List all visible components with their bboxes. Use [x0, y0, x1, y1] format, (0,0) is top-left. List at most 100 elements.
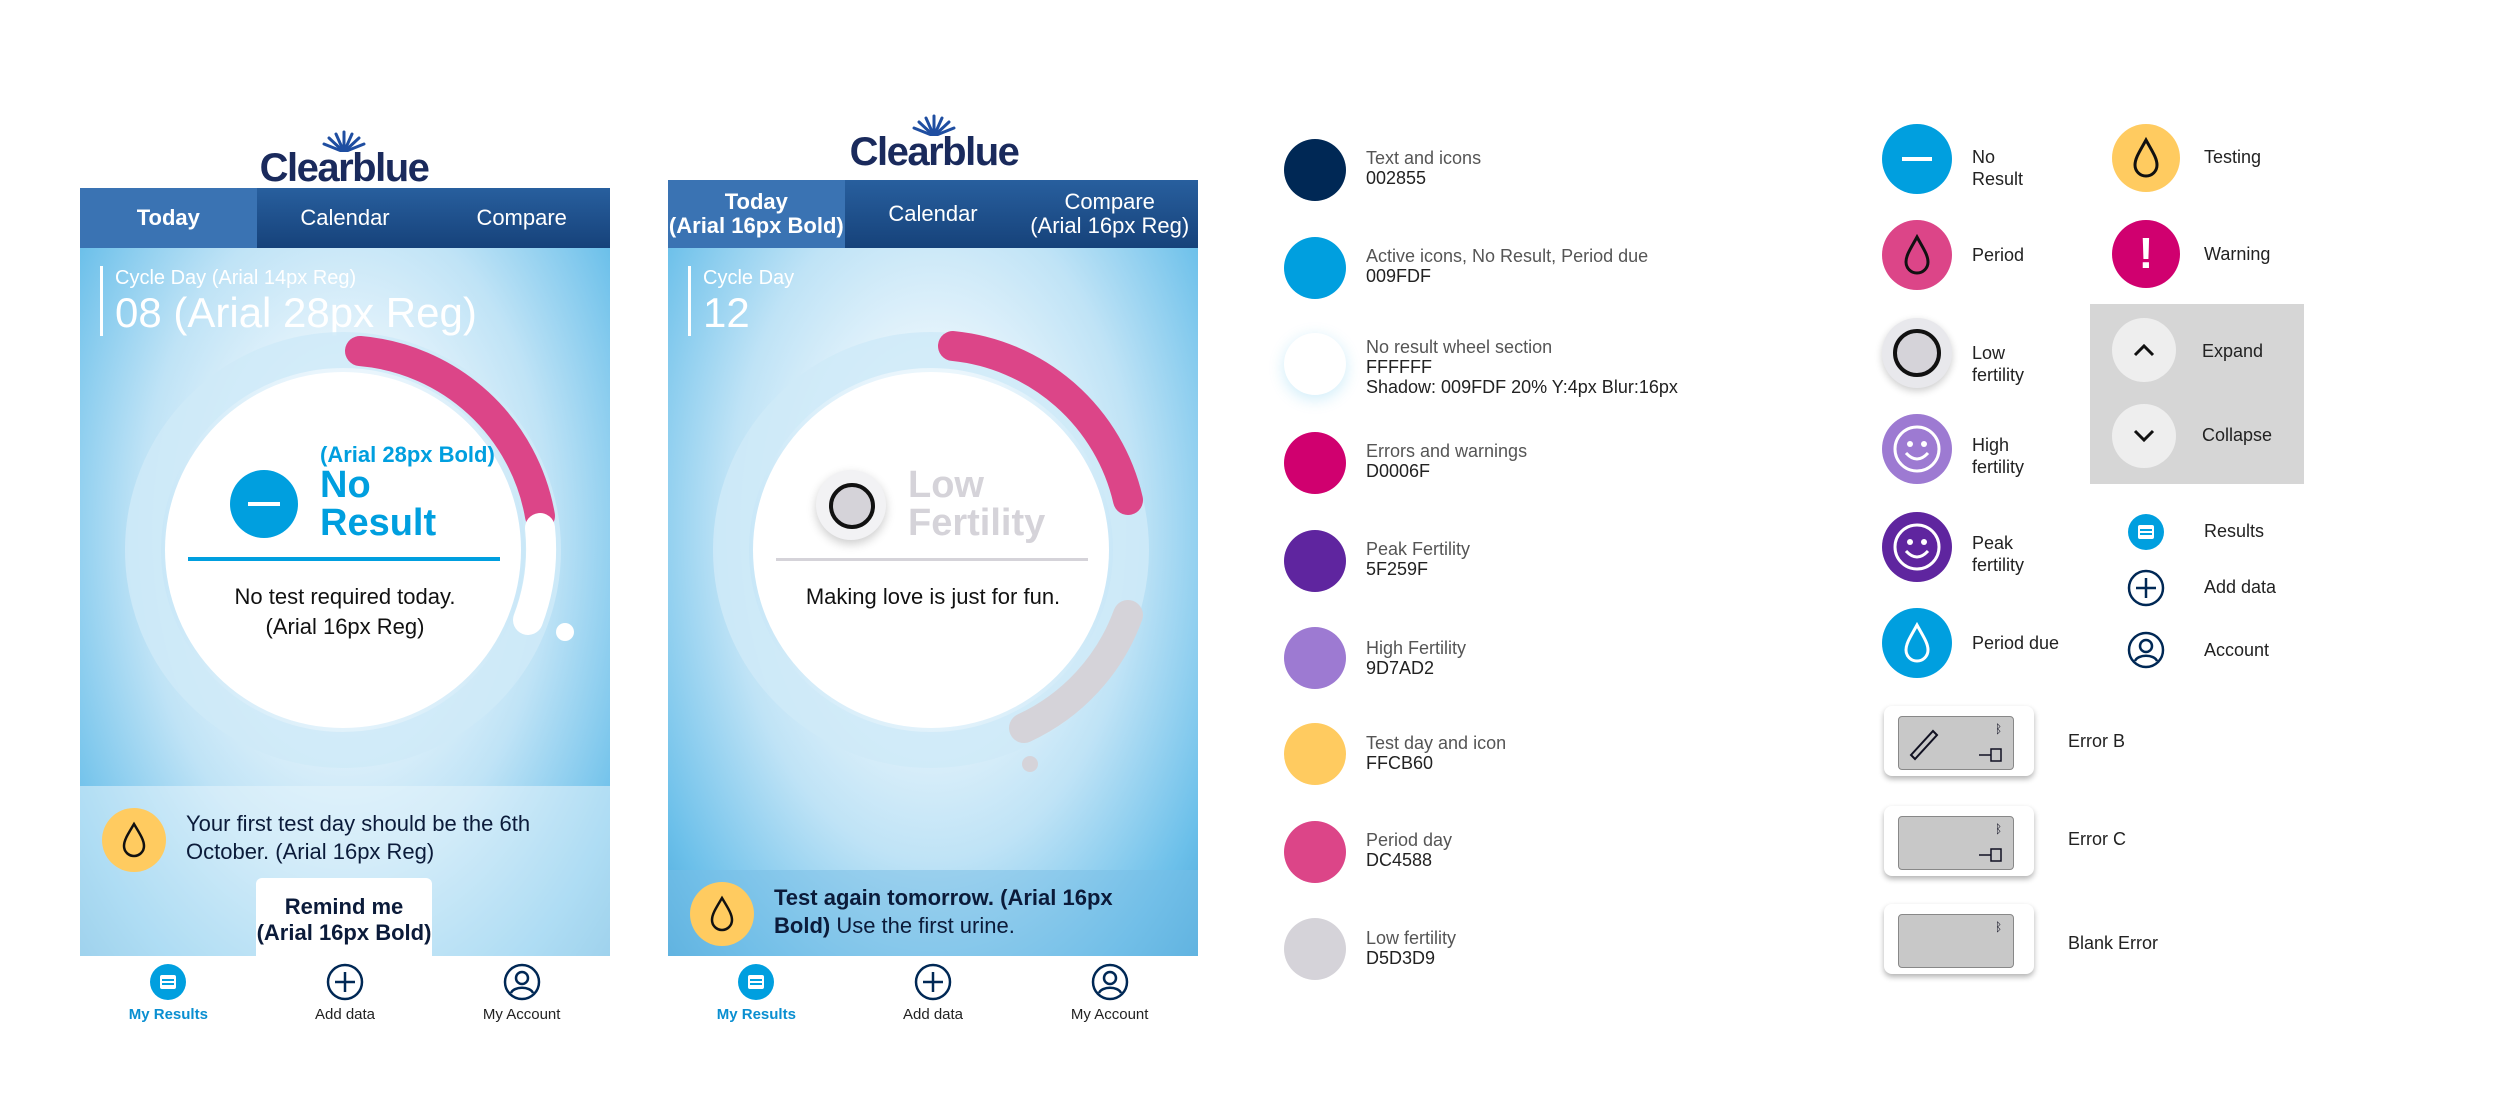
chevron-down-icon[interactable]: [2112, 404, 2176, 468]
tab-bar: Today Calendar Compare: [80, 188, 610, 248]
ring-icon: [1882, 318, 1952, 388]
swatch-circle: [1284, 333, 1346, 395]
blank-error-device-icon: ᛒ: [1884, 904, 2034, 974]
nav-my-account[interactable]: My Account: [433, 956, 610, 1032]
tab-compare[interactable]: Compare (Arial 16px Reg): [1030, 189, 1190, 238]
results-icon: [150, 964, 187, 1000]
swatch-label: Errors and warnings D0006F: [1366, 441, 1528, 481]
tab-compare[interactable]: Compare: [476, 205, 567, 230]
period-drop-icon: [1882, 220, 1952, 290]
tab-calendar[interactable]: Calendar: [300, 205, 390, 230]
wheel-center: [753, 372, 1109, 728]
svg-text:ᛒ: ᛒ: [1995, 920, 2002, 934]
info-panel: Your first test day should be the 6th Oc…: [80, 786, 610, 956]
swatch-circle: [1284, 237, 1346, 299]
period-due-drop-icon: [1882, 608, 1952, 678]
plus-circle-icon: [326, 963, 364, 1001]
logo-burst-icon: [322, 130, 366, 152]
error-label: Error B: [2068, 731, 2126, 751]
phone-screen-no-result: Today Calendar Compare Cycle Day (Arial …: [80, 188, 610, 956]
swatch-circle: [1284, 627, 1346, 689]
svg-text:ᛒ: ᛒ: [1995, 822, 2002, 836]
logo-text: Clearblue: [849, 130, 1020, 174]
low-fertility-ring-icon: [816, 470, 886, 540]
swatch-label: Low fertility D5D3D9: [1366, 928, 1457, 968]
tab-calendar[interactable]: Calendar: [888, 201, 978, 226]
phone-screen-low-fertility: Today (Arial 16px Bold) Calendar Compare…: [668, 180, 1198, 956]
result-message: No test required today. (Arial 16px Reg): [234, 584, 456, 639]
nav-my-account-label: My Account: [1070, 1006, 1149, 1023]
nav-add-data-label: Add data: [902, 1006, 964, 1023]
plus-circle-icon: [2127, 569, 2165, 607]
cycle-day-label: Cycle Day (Arial 14px Reg): [115, 267, 357, 289]
account-icon: [2127, 631, 2165, 669]
swatch-label: Peak Fertility 5F259F: [1366, 539, 1471, 579]
result-title: No Result: [320, 464, 437, 544]
account-icon: [1091, 963, 1128, 1001]
nav-add-data-label: Add data: [314, 1006, 376, 1023]
bottom-nav: My Results Add data My Account: [668, 956, 1198, 1032]
tab-today[interactable]: Today: [80, 188, 257, 248]
error-label: Error C: [2068, 829, 2126, 849]
wheel-no-result-section: [513, 513, 557, 635]
wheel-today-marker: [1022, 756, 1038, 772]
swatch-label: No result wheel section FFFFFF Shadow: 009…: [1366, 337, 1678, 397]
logo-text: Clearblue: [259, 146, 430, 190]
clearblue-logo: Clearblue: [244, 128, 444, 188]
clearblue-logo: Clearblue: [834, 112, 1034, 172]
swatch-circle: [1284, 139, 1346, 201]
svg-text:ᛒ: ᛒ: [1995, 722, 2002, 736]
font-note: (Arial 28px Bold): [320, 442, 495, 467]
nav-my-account[interactable]: My Account: [1021, 956, 1198, 1032]
swatch-circle: [1284, 530, 1346, 592]
icon-label: Results: [2204, 521, 2265, 541]
error-c-device-icon: ᛒ: [1884, 806, 2034, 876]
logo-burst-icon: [912, 114, 956, 136]
testing-drop-icon: [690, 882, 754, 946]
swatch-label: High Fertility 9D7AD2: [1366, 638, 1467, 678]
swatch-circle: [1284, 723, 1346, 785]
nav-my-results[interactable]: My Results: [668, 956, 845, 1032]
error-b-device-icon: ᛒ: [1884, 706, 2034, 776]
info-panel: Test again tomorrow. (Arial 16px Bold) U…: [668, 870, 1198, 956]
wheel-today-marker: [556, 623, 574, 641]
nav-my-account-label: My Account: [482, 1006, 561, 1023]
results-icon: [2128, 514, 2164, 550]
warning-exclamation-icon: !: [2112, 220, 2180, 288]
nav-my-results-label: My Results: [716, 1006, 796, 1023]
icon-label: Collapse: [2202, 425, 2273, 445]
results-icon: [738, 964, 775, 1000]
plus-circle-icon: [914, 963, 952, 1001]
info-text-bold: Test again tomorrow. (Arial 16px Bold): [774, 885, 1113, 938]
fertility-wheel: [125, 332, 574, 768]
wheel-period-section: [938, 331, 1143, 515]
swatch-circle: [1284, 918, 1346, 980]
swatch-label: Period day DC4588: [1366, 830, 1453, 870]
chevron-up-icon[interactable]: [2112, 318, 2176, 382]
nav-my-results[interactable]: My Results: [80, 956, 257, 1032]
icon-label: Peak fertility: [1972, 533, 2025, 575]
cycle-day-value: 08 (Arial 28px Reg): [115, 289, 477, 336]
nav-add-data[interactable]: Add data: [845, 956, 1022, 1032]
smile-icon: [1882, 512, 1952, 582]
testing-drop-icon: [102, 808, 166, 872]
bottom-nav: My Results Add data My Account: [80, 956, 610, 1032]
remind-me-button[interactable]: Remind me (Arial 16px Bold): [256, 878, 432, 956]
nav-add-data[interactable]: Add data: [257, 956, 434, 1032]
icon-label: Low fertility: [1972, 343, 2025, 385]
minus-icon: [1882, 124, 1952, 194]
cycle-day: Cycle Day 12: [688, 266, 794, 336]
tab-bar: Today (Arial 16px Bold) Calendar Compare…: [668, 180, 1198, 248]
tab-today[interactable]: Today (Arial 16px Bold): [668, 180, 845, 248]
swatch-circle: [1284, 432, 1346, 494]
icon-label: Period: [1972, 245, 2025, 265]
wheel-center: [165, 372, 521, 728]
swatch-circle: [1284, 821, 1346, 883]
cycle-day-label: Cycle Day: [703, 267, 795, 289]
info-text: Your first test day should be the 6th Oc…: [186, 811, 531, 864]
icon-label: Period due: [1972, 633, 2060, 653]
icon-label: Account: [2204, 640, 2270, 660]
result-message: Making love is just for fun.: [805, 584, 1061, 609]
account-icon: [503, 963, 540, 1001]
nav-my-results-label: My Results: [128, 1006, 208, 1023]
